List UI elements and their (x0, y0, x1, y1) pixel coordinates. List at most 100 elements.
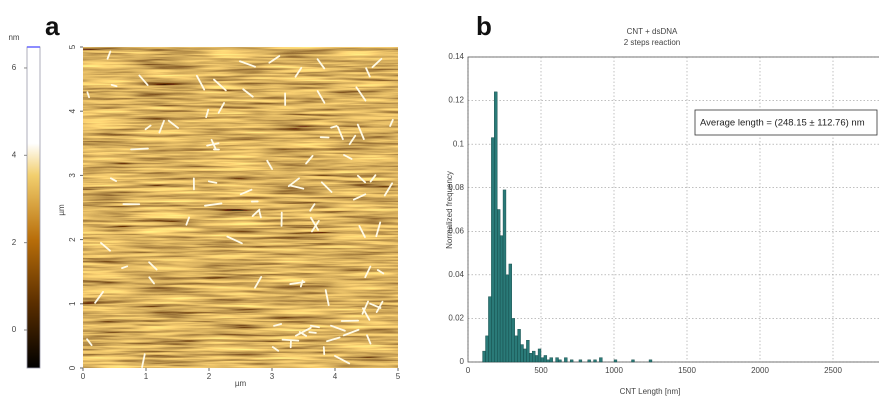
nanotube (336, 125, 344, 141)
bar (529, 353, 533, 363)
bar (540, 357, 545, 363)
y-tick-label: 0 (68, 365, 77, 370)
y-tick-label: 3 (68, 173, 77, 178)
chart-title: CNT + dsDNA (627, 27, 678, 36)
nanotube (148, 276, 155, 285)
nanotube (268, 55, 281, 64)
x-tick-label: 2000 (751, 366, 769, 375)
bar (578, 359, 583, 363)
y-tick-label: 5 (68, 44, 77, 49)
x-tick-label: 1000 (605, 366, 623, 375)
bar (587, 359, 591, 363)
nanotube (242, 88, 254, 98)
x-axis-label: CNT Length [nm] (620, 387, 681, 396)
x-tick-label: 1 (144, 372, 149, 381)
y-tick-label: 0.14 (448, 52, 464, 61)
x-tick-label: 0 (466, 366, 471, 375)
nanotube (167, 119, 179, 129)
nanotube (334, 355, 351, 365)
bar (593, 359, 597, 363)
bar (631, 359, 635, 363)
nanotube (324, 289, 330, 306)
x-tick-label: 2 (207, 372, 212, 381)
nanotube (376, 269, 385, 275)
bar (517, 329, 521, 363)
bar (599, 357, 603, 363)
nanotube (204, 202, 223, 207)
nanotube (316, 58, 326, 70)
bar (555, 357, 559, 363)
nanotube (141, 353, 146, 368)
nanotube (106, 50, 112, 60)
nanotube (121, 265, 129, 269)
nanotube (210, 138, 217, 150)
bar (543, 355, 548, 363)
nanotubes (86, 50, 394, 368)
colorbar-tick-label: 4 (12, 150, 17, 159)
y-tick-label: 0.04 (448, 270, 464, 279)
bar (505, 274, 510, 363)
nanotube (148, 261, 158, 271)
bar (570, 359, 574, 363)
nanotube (369, 174, 377, 183)
nanotube (185, 216, 190, 226)
chart-subtitle: 2 steps reaction (624, 38, 680, 47)
nanotube (375, 221, 382, 238)
nanotube (258, 209, 262, 219)
nanotube (352, 193, 367, 201)
nanotube (195, 74, 206, 91)
y-tick-label: 0.12 (448, 96, 464, 105)
y-axis-label: µm (57, 204, 66, 216)
nanotube (86, 338, 93, 347)
x-tick-label: 2500 (824, 366, 842, 375)
nanotube (348, 134, 357, 146)
nanotube (130, 147, 149, 151)
nanotube (342, 328, 360, 337)
plot-frame (467, 56, 879, 363)
y-tick-label: 2 (68, 237, 77, 242)
nanotube (158, 119, 165, 134)
colorbar-tick-label: 6 (12, 63, 17, 72)
annotation: Average length = (248.15 ± 112.76) nm (700, 118, 865, 129)
nanotube (239, 188, 253, 196)
bar (532, 350, 536, 363)
nanotube (207, 180, 218, 184)
nanotube (86, 91, 90, 99)
nanotube (294, 326, 312, 337)
nanotube (309, 203, 316, 212)
nanotube (110, 83, 118, 88)
y-tick-label: 1 (68, 301, 77, 306)
bar (564, 357, 568, 363)
nanotube (309, 324, 320, 329)
bar (482, 350, 486, 363)
bar (508, 263, 513, 363)
nanotube (273, 323, 283, 327)
nanotube (362, 307, 371, 321)
nanotube (100, 242, 111, 252)
nanotube (281, 338, 300, 342)
nanotube (109, 177, 118, 182)
nanotube (330, 324, 346, 332)
bar (502, 189, 507, 363)
nanotube (355, 86, 367, 102)
nanotube (365, 67, 371, 78)
nanotube (239, 60, 256, 68)
x-axis-label: µm (235, 379, 247, 388)
bar (514, 335, 518, 363)
nanotube (310, 220, 320, 233)
nanotube (205, 108, 210, 119)
nanotube (371, 57, 383, 69)
x-tick-label: 4 (333, 372, 338, 381)
nanotube (226, 235, 243, 245)
bar (520, 344, 524, 363)
y-tick-label: 0.1 (453, 139, 465, 148)
x-tick-label: 500 (534, 366, 548, 375)
y-tick-label: 0.06 (448, 226, 464, 235)
bar (648, 359, 653, 363)
nanotube (138, 74, 149, 86)
nanotube (356, 123, 365, 141)
bar (558, 359, 562, 363)
nanotube (364, 265, 372, 279)
